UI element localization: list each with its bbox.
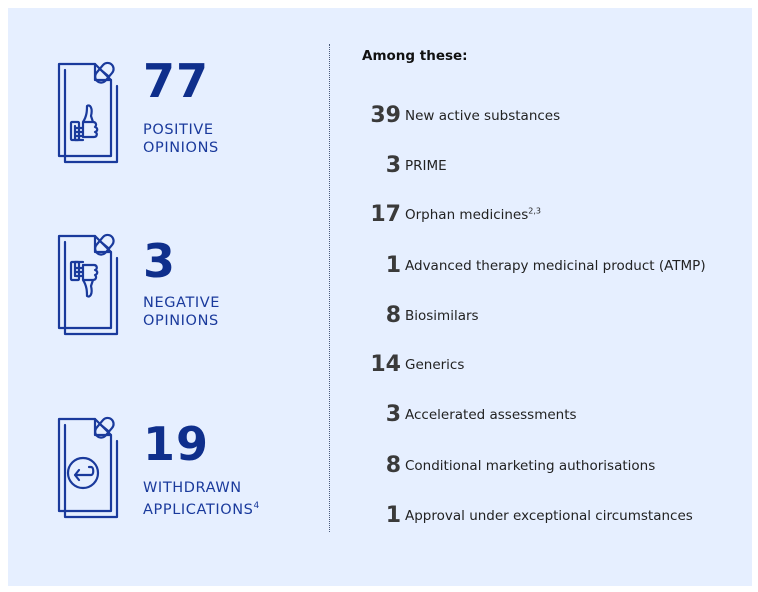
breakdown-item: 17 Orphan medicines2,3: [355, 200, 755, 230]
footnote-ref: 4: [253, 501, 260, 511]
breakdown-item-count: 8: [385, 453, 401, 478]
summary-panel: [8, 8, 752, 586]
breakdown-item-label: PRIME: [405, 158, 447, 174]
breakdown-item-label: Generics: [405, 357, 465, 373]
withdrawn-applications-count: 19: [143, 417, 210, 471]
withdrawn-applications-label: WITHDRAWN APPLICATIONS4: [143, 480, 260, 518]
breakdown-item: 1 Approval under exceptional circumstance…: [355, 501, 755, 531]
breakdown-item: 3 Accelerated assessments: [355, 400, 755, 430]
footnote-ref: 2,3: [528, 206, 542, 216]
positive-opinions-count: 77: [143, 54, 210, 108]
negative-opinions-label: NEGATIVE OPINIONS: [143, 295, 221, 329]
dotted-divider: [329, 44, 330, 532]
breakdown-item-label: Advanced therapy medicinal product (ATMP…: [405, 258, 706, 274]
breakdown-item-count: 3: [385, 153, 401, 178]
breakdown-item: 8 Conditional marketing authorisations: [355, 451, 755, 481]
breakdown-item-label: Conditional marketing authorisations: [405, 458, 656, 474]
breakdown-item: 8 Biosimilars: [355, 301, 755, 331]
negative-opinions-count: 3: [143, 234, 177, 288]
breakdown-item: 1 Advanced therapy medicinal product (ATM…: [355, 251, 755, 281]
breakdown-item: 14 Generics: [355, 350, 755, 380]
breakdown-heading: Among these:: [362, 48, 468, 64]
breakdown-item-label: Accelerated assessments: [405, 407, 577, 423]
breakdown-item: 39 New active substances: [355, 101, 755, 131]
thumbs-down-document-icon: [57, 233, 119, 336]
breakdown-item-label: Approval under exceptional circumstances: [405, 508, 693, 524]
breakdown-item: 3 PRIME: [355, 151, 755, 181]
breakdown-item-label: Biosimilars: [405, 308, 479, 324]
breakdown-item-count: 17: [370, 202, 401, 227]
breakdown-item-label: New active substances: [405, 108, 561, 124]
breakdown-item-label: Orphan medicines2,3: [405, 206, 542, 223]
breakdown-item-count: 1: [385, 253, 401, 278]
thumbs-up-document-icon: [57, 61, 119, 164]
withdraw-document-icon: [57, 416, 119, 519]
positive-opinions-label: POSITIVE OPINIONS: [143, 122, 219, 156]
breakdown-item-count: 14: [370, 352, 401, 377]
breakdown-item-count: 1: [385, 503, 401, 528]
breakdown-item-count: 39: [370, 103, 401, 128]
breakdown-item-count: 3: [385, 402, 401, 427]
breakdown-item-count: 8: [385, 303, 401, 328]
